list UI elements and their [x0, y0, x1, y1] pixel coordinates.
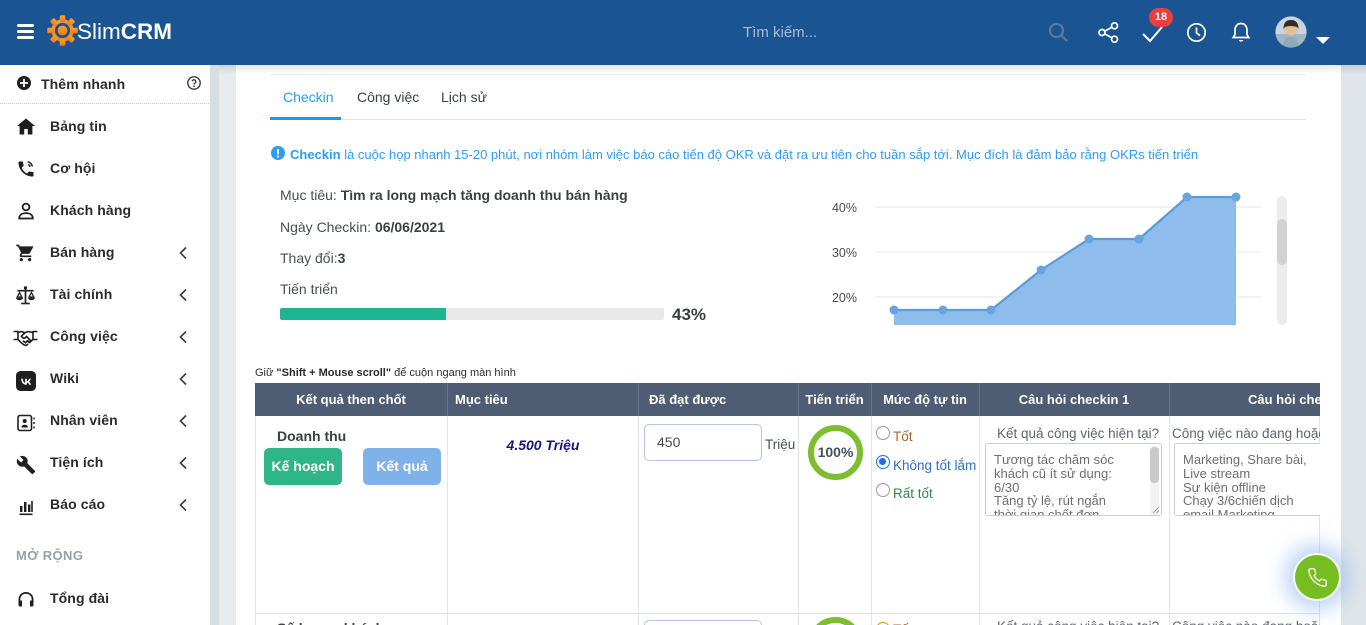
svg-text:40%: 40%	[832, 201, 857, 215]
svg-text:30%: 30%	[832, 246, 857, 260]
svg-text:20%: 20%	[832, 291, 857, 305]
